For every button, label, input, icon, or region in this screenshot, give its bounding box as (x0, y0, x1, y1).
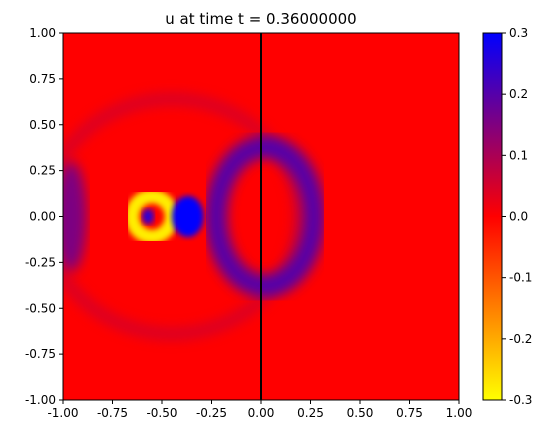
x-tick-label: -0.50 (146, 406, 177, 420)
field-right-lobe (204, 135, 325, 298)
x-tick-label: 0.25 (297, 406, 324, 420)
y-tick-label: 0.75 (29, 72, 56, 86)
y-tick-label: 1.00 (29, 26, 56, 40)
field-left-edge-lobe (63, 161, 87, 272)
y-tick-label: 0.00 (29, 210, 56, 224)
x-tick-label: 1.00 (446, 406, 473, 420)
y-tick-label: 0.25 (29, 164, 56, 178)
colorbar-tick-label: 0.0 (509, 210, 528, 224)
colorbar-tick-label: 0.2 (509, 87, 528, 101)
field-yellow-ring (125, 189, 179, 244)
y-tick-label: -1.00 (25, 393, 56, 407)
y-tick-label: -0.50 (25, 301, 56, 315)
colorbar-tick-label: -0.3 (509, 393, 532, 407)
plot-area (62, 32, 460, 401)
chart-title: u at time t = 0.36000000 (165, 10, 356, 28)
x-tick-label: 0.50 (347, 406, 374, 420)
colorbar: -0.3 -0.2 -0.1 0.0 0.1 0.2 0.3 (482, 26, 532, 407)
x-axis: -1.00 -0.75 -0.50 -0.25 0.00 0.25 0.50 0.75 1.00 (47, 400, 472, 420)
x-tick-label: 0.75 (396, 406, 423, 420)
colorbar-gradient (482, 32, 503, 401)
x-tick-label: -0.25 (196, 406, 227, 420)
y-tick-label: -0.25 (25, 255, 56, 269)
x-tick-label: -1.00 (47, 406, 78, 420)
field-blue-core (171, 195, 204, 238)
x-tick-label: 0.00 (248, 406, 275, 420)
colorbar-tick-label: -0.2 (509, 332, 532, 346)
y-tick-label: 0.50 (29, 118, 56, 132)
y-tick-label: -0.75 (25, 347, 56, 361)
field-small-blue-dot (142, 208, 155, 225)
colorbar-tick-label: 0.3 (509, 26, 528, 40)
colorbar-tick-label: -0.1 (509, 271, 532, 285)
field-outer-arc (63, 93, 305, 340)
colorbar-tick-label: 0.1 (509, 148, 528, 162)
y-axis: -1.00 -0.75 -0.50 -0.25 0.00 0.25 0.50 0.75 1.00 (25, 26, 63, 407)
x-tick-label: -0.75 (97, 406, 128, 420)
